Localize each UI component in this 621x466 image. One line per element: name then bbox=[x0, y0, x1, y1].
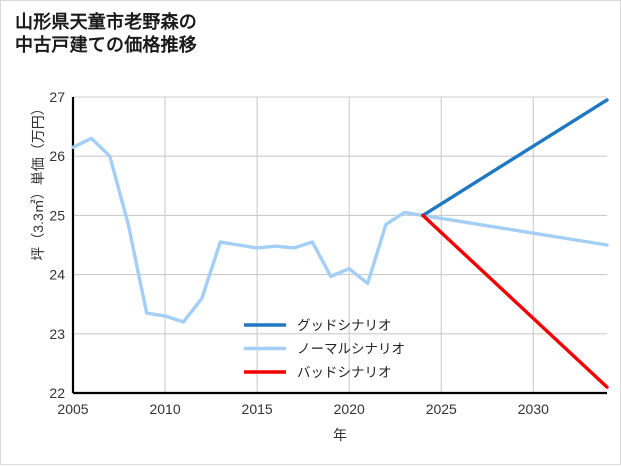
y-axis-label: 坪（3.3㎡）単価（万円） bbox=[30, 101, 46, 261]
x-tick-label: 2010 bbox=[149, 401, 180, 417]
y-tick-label: 25 bbox=[49, 207, 65, 223]
x-tick-labels: 2005 2010 2015 2020 2025 2030 bbox=[57, 401, 549, 417]
x-tick-label: 2025 bbox=[426, 401, 457, 417]
y-tick-labels: 22 23 24 25 26 27 bbox=[49, 89, 65, 401]
y-tick-label: 26 bbox=[49, 148, 65, 164]
x-tick-label: 2030 bbox=[518, 401, 549, 417]
legend-label: バッドシナリオ bbox=[297, 365, 392, 380]
legend-label: ノーマルシナリオ bbox=[297, 342, 405, 357]
x-axis-label: 年 bbox=[333, 427, 347, 443]
series-line bbox=[421, 98, 609, 218]
x-tick-label: 2015 bbox=[242, 401, 273, 417]
series-line bbox=[71, 136, 609, 324]
y-tick-label: 22 bbox=[49, 385, 65, 401]
series-line bbox=[421, 213, 609, 389]
y-tick-label: 24 bbox=[49, 267, 65, 283]
x-tick-label: 2005 bbox=[57, 401, 88, 417]
x-tick-label: 2020 bbox=[334, 401, 365, 417]
y-tick-label: 23 bbox=[49, 326, 65, 342]
legend-label: グッドシナリオ bbox=[297, 318, 392, 333]
page-title: 山形県天童市老野森の 中古戸建ての価格推移 bbox=[15, 12, 197, 56]
series-lines bbox=[71, 98, 609, 389]
y-tick-label: 27 bbox=[49, 89, 65, 105]
